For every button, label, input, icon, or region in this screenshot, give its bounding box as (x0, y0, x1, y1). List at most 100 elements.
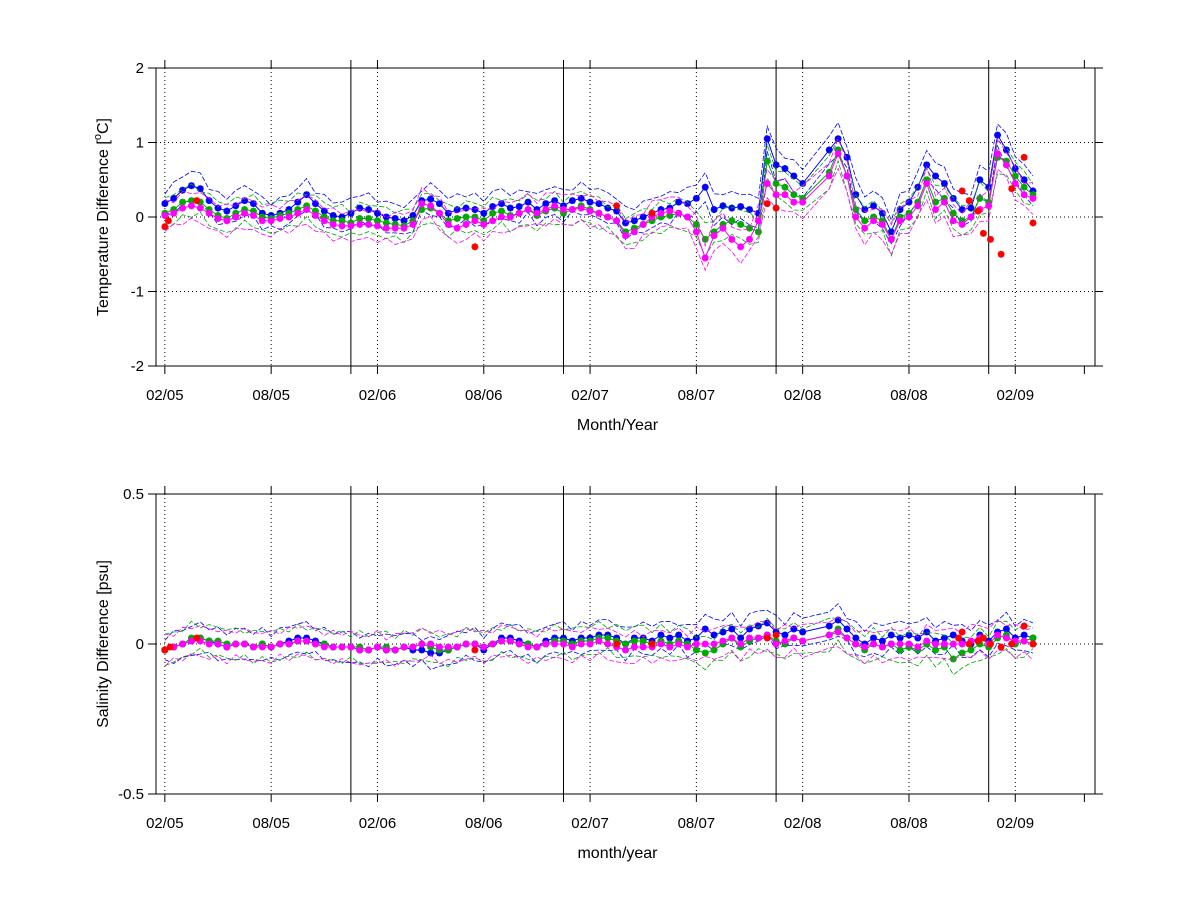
data-point (365, 221, 373, 228)
data-point (870, 202, 877, 210)
data-point (825, 622, 833, 630)
data-point (250, 207, 257, 215)
data-point (303, 637, 310, 645)
data-point (427, 640, 435, 648)
data-point (170, 194, 178, 202)
data-point (498, 207, 505, 215)
data-point (684, 643, 691, 651)
data-point (551, 640, 559, 648)
y-tick-label: 0.5 (123, 486, 144, 503)
data-point (710, 206, 718, 213)
y-tick-label: 0 (136, 209, 144, 226)
data-point (781, 637, 789, 645)
data-point (719, 202, 727, 210)
data-point (604, 640, 612, 648)
data-point (914, 634, 922, 642)
data-point (613, 202, 621, 210)
data-point (338, 643, 346, 651)
data-point (878, 643, 886, 651)
data-point (205, 640, 213, 648)
data-point (719, 224, 727, 232)
data-point (586, 640, 594, 648)
data-point (965, 197, 973, 205)
data-point (932, 640, 939, 648)
data-point (258, 643, 266, 651)
data-point (374, 217, 381, 225)
y-tick-label: 0 (136, 636, 144, 653)
data-point (979, 634, 987, 642)
data-point (241, 209, 248, 217)
data-point (763, 135, 771, 143)
data-point (179, 186, 186, 194)
data-point (1020, 191, 1028, 199)
data-point (896, 217, 904, 225)
data-point (639, 643, 647, 651)
data-point (166, 643, 174, 651)
data-point (949, 217, 957, 225)
data-point (746, 634, 753, 642)
data-point (329, 643, 337, 651)
data-point (427, 202, 435, 210)
data-point (374, 643, 381, 651)
y-tick-label: -1 (131, 284, 144, 301)
data-point (418, 206, 426, 213)
data-point (692, 228, 700, 236)
data-point (1020, 637, 1028, 645)
data-point (861, 224, 869, 232)
data-point (701, 625, 709, 633)
data-point (568, 643, 576, 651)
data-point (666, 207, 674, 215)
data-point (179, 204, 186, 212)
data-point (347, 222, 355, 230)
data-point (471, 217, 479, 225)
data-point (462, 213, 470, 221)
x-tick-label: 02/06 (359, 387, 397, 404)
data-point (214, 640, 222, 648)
data-point (781, 191, 789, 199)
data-point (905, 640, 913, 648)
y-tick-label: 1 (136, 135, 144, 152)
data-point (241, 640, 248, 648)
data-point (577, 204, 585, 212)
data-point (223, 207, 231, 215)
data-point (746, 625, 753, 633)
data-point (772, 191, 780, 199)
x-tick-label: 08/08 (890, 387, 928, 404)
data-point (524, 198, 532, 206)
data-point (285, 640, 293, 648)
x-tick-label: 08/06 (465, 387, 503, 404)
data-point (1008, 640, 1016, 648)
x-tick-label: 08/05 (252, 815, 290, 832)
data-point (1011, 180, 1019, 187)
data-point (471, 206, 479, 213)
data-point (303, 206, 310, 213)
data-point (436, 209, 443, 217)
data-point (746, 224, 753, 232)
data-point (196, 204, 204, 212)
data-point (1020, 183, 1028, 191)
data-point (834, 616, 842, 624)
data-point (489, 640, 497, 648)
data-point (223, 643, 231, 651)
data-point (294, 198, 302, 206)
series-envelope-line (164, 639, 1034, 676)
data-point (692, 634, 700, 642)
data-point (878, 637, 886, 645)
data-point (692, 646, 700, 654)
data-point (524, 206, 532, 213)
data-point (896, 640, 904, 648)
data-point (958, 649, 966, 657)
data-point (958, 640, 966, 648)
data-point (232, 202, 240, 210)
data-point (196, 637, 204, 645)
data-point (604, 634, 612, 642)
data-point (997, 643, 1005, 651)
data-point (985, 202, 993, 210)
x-tick-label: 02/09 (997, 815, 1035, 832)
data-point (418, 200, 426, 207)
data-point (630, 228, 638, 236)
data-point (852, 213, 860, 221)
data-point (365, 646, 373, 654)
data-point (409, 221, 417, 228)
data-point (506, 204, 514, 212)
